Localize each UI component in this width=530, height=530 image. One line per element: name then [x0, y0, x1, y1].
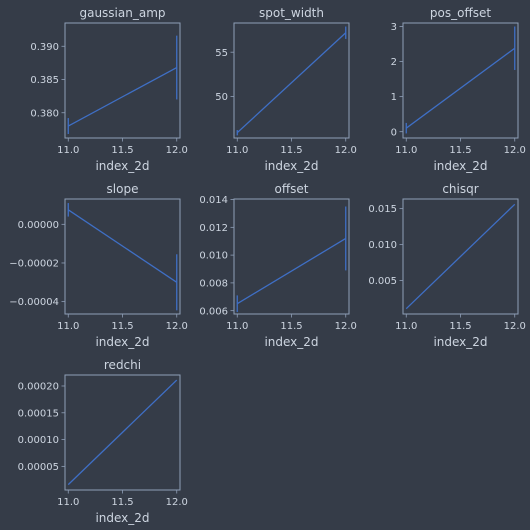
subplot-title: chisqr: [442, 182, 478, 196]
y-tick-label: 0.008: [199, 278, 228, 289]
axes-frame: [64, 198, 181, 315]
y-tick-label: 0.014: [199, 195, 228, 206]
y-tick-label: 0.385: [30, 75, 59, 86]
series-line: [67, 379, 178, 486]
series-line: [67, 209, 178, 283]
axes-frame: [233, 198, 350, 315]
y-tick-label: 0.390: [30, 42, 59, 53]
series-line: [67, 66, 178, 127]
y-tick-label: 0.010: [368, 240, 397, 251]
x-tick-label: 11.0: [395, 321, 417, 332]
x-tick-label: 11.0: [57, 497, 79, 508]
subplot-title: offset: [275, 182, 309, 196]
y-tick-label: 3: [391, 22, 397, 33]
x-tick-label: 12.0: [504, 145, 526, 156]
y-tick-label: 50: [215, 92, 228, 103]
x-axis-label: index_2d: [264, 159, 318, 173]
axes-frame: [233, 22, 350, 139]
subplot-title: pos_offset: [430, 6, 491, 20]
series-line: [236, 237, 347, 305]
x-axis-label: index_2d: [95, 159, 149, 173]
y-tick-label: 0.006: [199, 306, 228, 317]
x-tick-label: 11.5: [111, 497, 133, 508]
subplot-pos-offset: pos_offset index_2d 11.0 11.5 12.0 0 1 2 3: [391, 6, 526, 173]
x-axis-label: index_2d: [264, 335, 318, 349]
x-axis-label: index_2d: [433, 335, 487, 349]
y-tick-label: 0.015: [368, 204, 397, 215]
y-tick-label: 0.012: [199, 223, 228, 234]
y-tick-label: 55: [215, 48, 228, 59]
x-tick-label: 11.0: [395, 145, 417, 156]
series-line: [236, 32, 347, 134]
subplot-title: gaussian_amp: [79, 6, 165, 20]
x-tick-label: 11.0: [226, 321, 248, 332]
series-line: [405, 203, 516, 310]
y-tick-label: 0.380: [30, 108, 59, 119]
axes-frame: [64, 22, 181, 139]
series-line: [405, 47, 516, 129]
x-tick-label: 11.5: [280, 321, 302, 332]
subplot-title: spot_width: [259, 6, 324, 20]
y-tick-label: −0.00002: [9, 259, 59, 270]
y-tick-label: 0.005: [368, 276, 397, 287]
axes-frame: [402, 22, 519, 139]
y-tick-label: 1: [391, 92, 397, 103]
subplot-offset: offset index_2d 11.0 11.5 12.0 0.006 0.008 0.01…: [199, 182, 357, 349]
x-tick-label: 11.5: [280, 145, 302, 156]
subplot-gaussian-amp: gaussian_amp index_2d 11.0 11.5 12.0 0.380 0.3…: [30, 6, 188, 173]
y-tick-label: 0.00020: [18, 382, 59, 393]
y-tick-label: 0.00010: [18, 435, 59, 446]
x-tick-label: 11.0: [57, 321, 79, 332]
x-tick-label: 12.0: [504, 321, 526, 332]
subplot-spot-width: spot_width index_2d 11.0 11.5 12.0 50 55: [215, 6, 357, 173]
y-tick-label: −0.00004: [9, 297, 59, 308]
x-tick-label: 12.0: [335, 145, 357, 156]
subplot-slope: slope index_2d 11.0 11.5 12.0 −0.00004 −0.0000…: [9, 182, 188, 349]
subplot-chisqr: chisqr index_2d 11.0 11.5 12.0 0.005 0.010 0.01…: [368, 182, 526, 349]
x-tick-label: 11.0: [226, 145, 248, 156]
x-tick-label: 12.0: [335, 321, 357, 332]
x-tick-label: 12.0: [166, 497, 188, 508]
x-tick-label: 12.0: [166, 321, 188, 332]
x-tick-label: 11.5: [449, 321, 471, 332]
subplot-title: redchi: [104, 358, 141, 372]
x-tick-label: 11.5: [449, 145, 471, 156]
y-tick-label: 0.00005: [18, 462, 59, 473]
y-tick-label: 2: [391, 57, 397, 68]
subplot-redchi: redchi index_2d 11.0 11.5 12.0 0.00005 0.00010…: [18, 358, 188, 525]
y-tick-label: 0.010: [199, 251, 228, 262]
subplot-title: slope: [107, 182, 139, 196]
x-axis-label: index_2d: [433, 159, 487, 173]
y-tick-label: 0.00015: [18, 408, 59, 419]
x-tick-label: 11.5: [111, 321, 133, 332]
x-tick-label: 11.0: [57, 145, 79, 156]
x-tick-label: 11.5: [111, 145, 133, 156]
y-tick-label: 0.00000: [18, 220, 59, 231]
y-tick-label: 0: [391, 127, 397, 138]
x-axis-label: index_2d: [95, 335, 149, 349]
x-axis-label: index_2d: [95, 511, 149, 525]
x-tick-label: 12.0: [166, 145, 188, 156]
